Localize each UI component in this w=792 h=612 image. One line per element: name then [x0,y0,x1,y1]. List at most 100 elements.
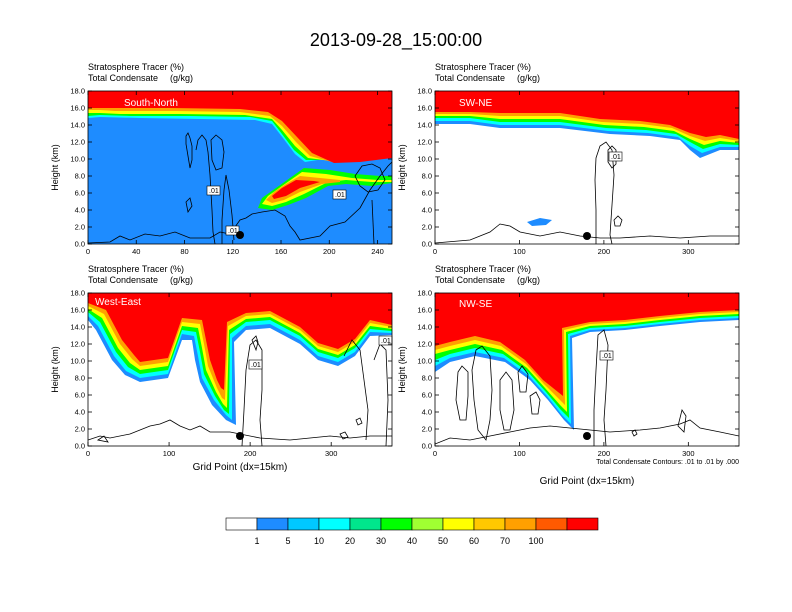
contour-label: .01 [602,353,612,360]
title-line2-units: (g/kg) [170,275,193,285]
x-tick-label: 0 [86,247,90,256]
colorbar-swatch [287,517,320,531]
y-tick-label: 8.0 [422,172,432,181]
colorbar-label: 60 [469,536,479,546]
title-line1-units: (%) [517,264,531,274]
colorbar: 1 5 10 20 30 40 50 60 70 100 [225,517,599,546]
title-line2-units: (g/kg) [517,73,540,83]
y-tick-label: 18.0 [417,87,432,96]
colorbar-swatch [566,517,599,531]
x-tick-label: 120 [227,247,240,256]
contour-labels: .01 .01 .01 [206,185,347,236]
x-tick-label: 240 [371,247,384,256]
x-axis-title: Grid Point (dx=15km) [540,476,635,487]
contour-label: .01 [381,338,391,345]
location-marker [236,231,244,239]
x-axis-title: Grid Point (dx=15km) [193,462,288,473]
title-line1-label: Stratosphere Tracer [435,264,515,274]
y-tick-label: 16.0 [70,306,85,315]
panel-sw-ne: Stratosphere Tracer (%) Total Condensate… [397,62,740,256]
y-tick-label: 12.0 [70,340,85,349]
colorbar-swatch [535,517,568,531]
title-line2-label: Total Condensate [435,73,505,83]
contour-label: .01 [611,154,621,161]
colorbar-swatch [504,517,537,531]
section-label: NW-SE [459,299,492,310]
x-tick-label: 0 [86,449,90,458]
y-tick-label: 10.0 [70,155,85,164]
title-line1-label: Stratosphere Tracer [435,62,515,72]
y-axis-title: Height (km) [50,346,60,393]
y-tick-label: 4.0 [75,206,85,215]
y-tick-label: 6.0 [422,391,432,400]
colorbar-label: 100 [528,536,543,546]
colorbar-swatch [442,517,475,531]
panel-nw-se: Stratosphere Tracer (%) Total Condensate… [397,264,740,487]
y-tick-label: 16.0 [417,104,432,113]
y-tick-label: 16.0 [417,306,432,315]
tracer-field [435,91,739,226]
y-tick-label: 2.0 [75,425,85,434]
tracer-field [88,91,392,244]
y-tick-label: 0.0 [75,442,85,451]
y-tick-label: 8.0 [75,172,85,181]
colorbar-label: 50 [438,536,448,546]
tracer-field [88,293,392,425]
contour-label: .01 [209,188,219,195]
x-tick-label: 100 [163,449,176,458]
x-tick-label: 40 [132,247,140,256]
y-axis-title: Height (km) [397,144,407,191]
plot-frame [434,90,740,245]
y-tick-label: 8.0 [75,374,85,383]
contour-label: .01 [335,192,345,199]
y-tick-label: 10.0 [417,155,432,164]
axes: 0.0 2.0 4.0 6.0 8.0 10.0 12.0 14.0 16.0 18.0 0 100 2… [50,289,392,458]
x-tick-label: 300 [325,449,338,458]
y-tick-label: 16.0 [70,104,85,113]
condensate-contours [88,335,392,446]
y-tick-label: 10.0 [70,357,85,366]
colorbar-label: 1 [254,536,259,546]
colorbar-swatch [380,517,413,531]
x-tick-label: 0 [433,449,437,458]
condensate-contours [435,329,739,446]
y-tick-label: 18.0 [70,289,85,298]
y-tick-label: 4.0 [422,206,432,215]
contour-label: .01 [251,362,261,369]
title-line1-units: (%) [170,62,184,72]
axes: 0.0 2.0 4.0 6.0 8.0 10.0 12.0 14.0 16.0 18.0 0 100 2… [397,87,739,256]
section-label: South-North [124,98,178,109]
axes: 0.0 2.0 4.0 6.0 8.0 10.0 12.0 14.0 16.0 18.0 0 100 2… [397,289,739,458]
title-line2-units: (g/kg) [170,73,193,83]
y-tick-label: 10.0 [417,357,432,366]
y-tick-label: 2.0 [75,223,85,232]
x-tick-label: 300 [682,449,695,458]
title-line1-units: (%) [517,62,531,72]
x-tick-label: 0 [433,247,437,256]
colorbar-label: 5 [285,536,290,546]
condensate-contours [435,141,739,244]
plot-frame [87,90,393,245]
y-tick-label: 14.0 [417,323,432,332]
colorbar-swatch [225,517,258,531]
y-tick-label: 0.0 [75,240,85,249]
x-tick-label: 200 [323,247,336,256]
plot-frame [434,292,740,447]
colorbar-label: 40 [407,536,417,546]
section-label: West-East [95,297,141,308]
colorbar-label: 70 [500,536,510,546]
page-title: 2013-09-28_15:00:00 [309,30,483,50]
colorbar-swatch [473,517,506,531]
y-tick-label: 6.0 [422,189,432,198]
location-marker [583,432,591,440]
contour-labels: .01 [599,350,614,361]
y-tick-label: 12.0 [417,138,432,147]
title-line1-label: Stratosphere Tracer [88,62,168,72]
x-tick-label: 200 [244,449,257,458]
y-tick-label: 4.0 [75,408,85,417]
title-line2-label: Total Condensate [88,73,158,83]
colorbar-swatch [349,517,382,531]
y-tick-label: 14.0 [70,121,85,130]
title-line1-label: Stratosphere Tracer [88,264,168,274]
condensate-contours [88,132,392,244]
